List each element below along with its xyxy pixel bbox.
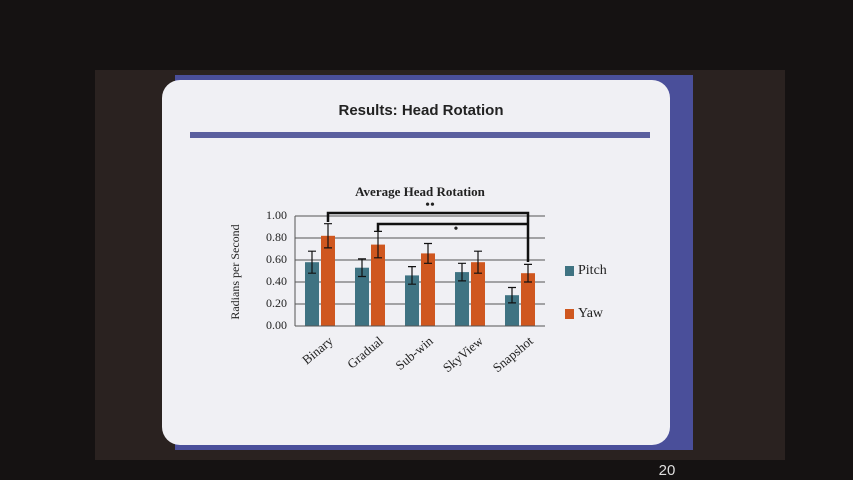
legend-label: Yaw <box>578 306 604 321</box>
y-axis-label: Radians per Second <box>228 224 242 319</box>
error-bar <box>358 258 366 278</box>
annotation: • <box>454 222 459 237</box>
bar <box>421 253 435 326</box>
legend-swatch <box>565 309 574 319</box>
error-bar <box>324 223 332 249</box>
bracket <box>376 222 528 232</box>
y-tick-label: 0.60 <box>266 252 287 266</box>
bar <box>355 267 369 326</box>
bracket <box>326 211 530 262</box>
slide <box>162 80 670 445</box>
bar <box>405 275 419 326</box>
y-tick-label: 0.40 <box>266 274 287 288</box>
legend-label: Pitch <box>578 263 607 278</box>
error-bar <box>424 242 432 264</box>
annotation: •• <box>425 198 435 213</box>
bar <box>471 262 485 326</box>
error-bar <box>508 286 516 304</box>
slide-number: 20 <box>659 462 676 479</box>
bar <box>305 262 319 326</box>
y-tick-label: 0.00 <box>266 318 287 332</box>
error-bar <box>308 250 316 274</box>
bar <box>455 272 469 326</box>
bar <box>371 244 385 326</box>
error-bar <box>524 263 532 283</box>
y-tick-label: 0.80 <box>266 230 287 244</box>
error-bar <box>408 266 416 285</box>
bar <box>321 235 335 326</box>
y-tick-label: 0.20 <box>266 296 287 310</box>
title-rule <box>190 132 650 138</box>
error-bar <box>458 262 466 282</box>
bar <box>521 273 535 326</box>
chart-title: Average Head Rotation <box>355 184 486 199</box>
error-bar <box>474 250 482 274</box>
legend-swatch <box>565 266 574 276</box>
y-tick-label: 1.00 <box>266 208 287 222</box>
slide-title: Results: Head Rotation <box>338 102 503 119</box>
